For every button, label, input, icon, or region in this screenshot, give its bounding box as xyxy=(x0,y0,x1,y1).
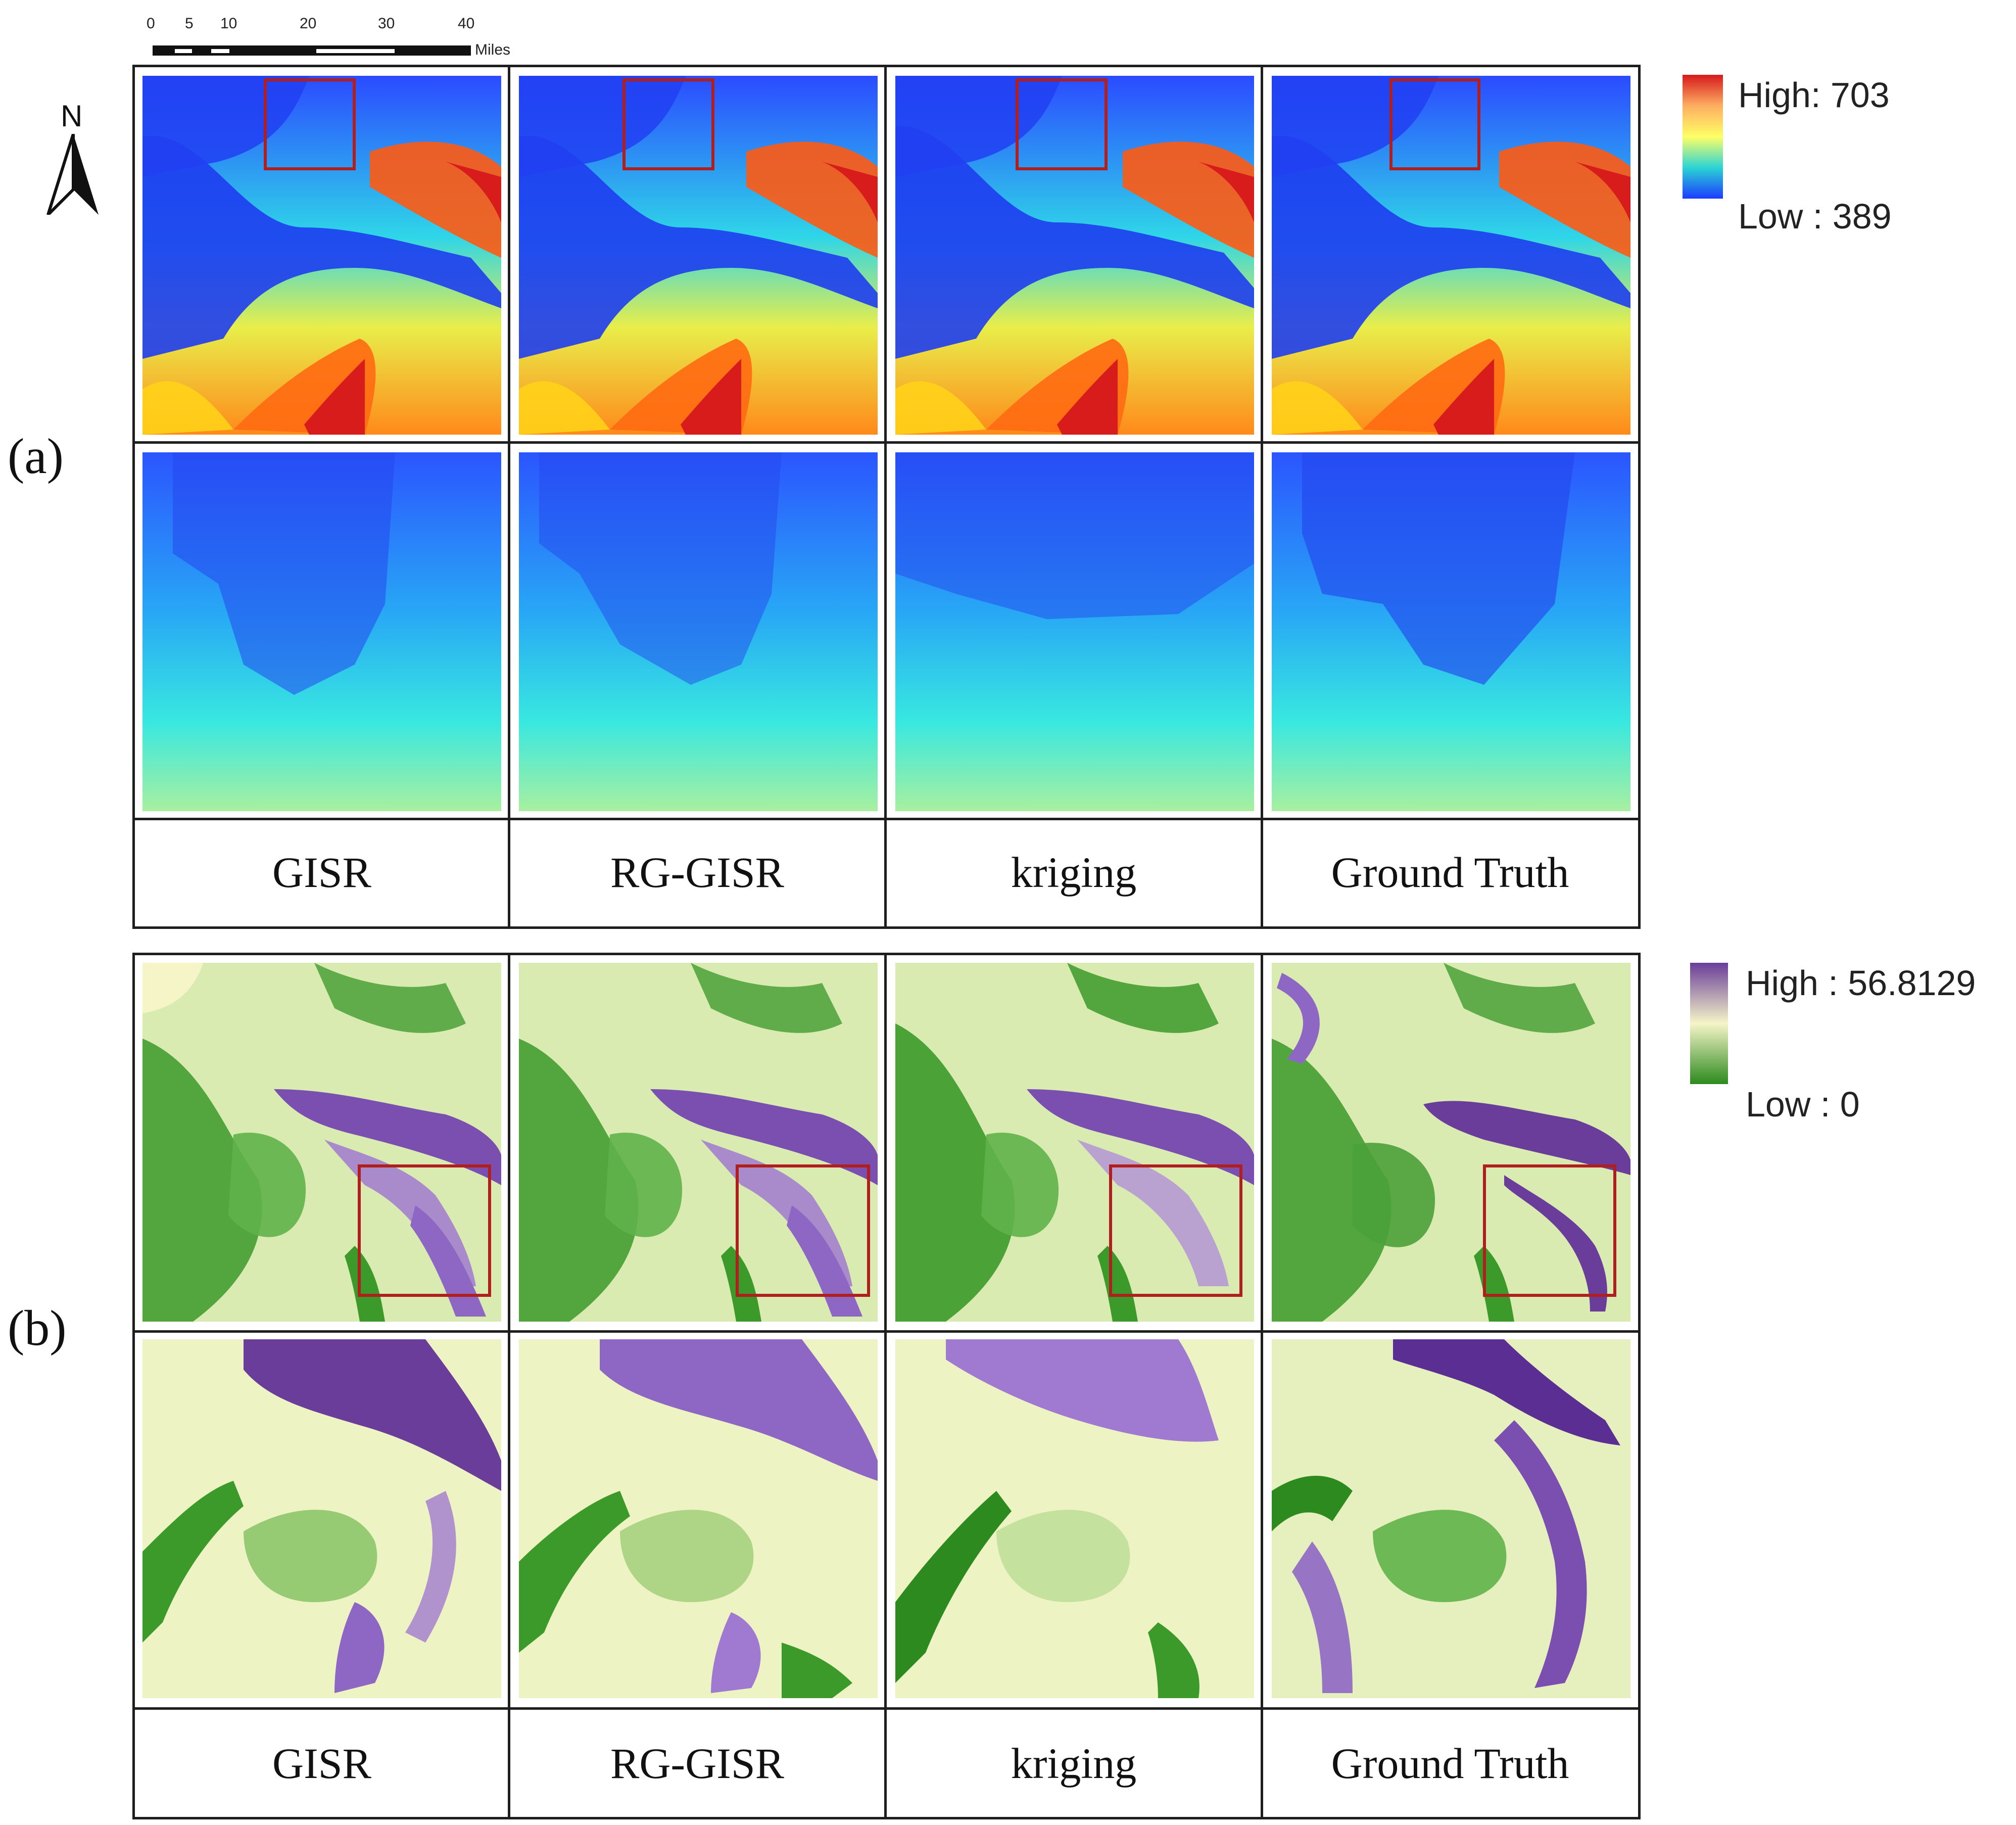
zoom-region-box xyxy=(1109,1164,1242,1297)
panel-b-legend: High : 56.8129 Low : 0 xyxy=(1690,963,2013,1125)
north-arrow-icon: N xyxy=(45,99,101,215)
panel-b-kriging-overview-map xyxy=(895,963,1254,1322)
scale-bar-graphic xyxy=(153,45,471,56)
panel-a-caption-ground-truth: Ground Truth xyxy=(1331,848,1569,897)
panel-a-legend: High: 703 Low : 389 xyxy=(1683,75,2006,237)
scale-tick-10: 10 xyxy=(220,15,237,32)
legend-low-label: Low : 389 xyxy=(1738,197,1892,236)
panel-a-rg-gisr-overview-map xyxy=(519,76,878,435)
panel-a-caption-gisr: GISR xyxy=(272,848,371,897)
legend-colorbar xyxy=(1683,75,1723,199)
zoom-region-box xyxy=(1389,78,1480,170)
legend-colorbar xyxy=(1690,963,1728,1084)
north-label: N xyxy=(61,99,83,133)
panel-b-gisr-zoom-map xyxy=(142,1339,501,1698)
panel-a-caption-rg-gisr: RG-GISR xyxy=(610,848,785,897)
panel-a-gisr-zoom-map xyxy=(142,452,501,811)
panel-label-a: (a) xyxy=(8,428,64,484)
panel-b-caption-kriging: kriging xyxy=(1011,1739,1137,1788)
panel-b-caption-rg-gisr: RG-GISR xyxy=(610,1739,785,1788)
panel-a-caption-kriging: kriging xyxy=(1011,848,1137,897)
panel-a-ground-truth-overview-map xyxy=(1272,76,1630,435)
zoom-region-box xyxy=(1483,1164,1616,1297)
legend-high-label: High : 56.8129 xyxy=(1746,963,1976,1003)
panel-b-rg-gisr-overview-map xyxy=(519,963,878,1322)
panel-b-caption-ground-truth: Ground Truth xyxy=(1331,1739,1569,1788)
panel-a-kriging-zoom-map xyxy=(895,452,1254,811)
panel-a-gisr-overview-map xyxy=(142,76,501,435)
panel-b-kriging-zoom-map xyxy=(895,1339,1254,1698)
zoom-region-box xyxy=(1016,78,1108,170)
scale-tick-40: 40 xyxy=(458,15,475,32)
legend-low-label: Low : 0 xyxy=(1746,1085,1860,1124)
zoom-region-box xyxy=(736,1164,870,1297)
panel-b-ground-truth-overview-map xyxy=(1272,963,1630,1322)
scale-tick-0: 0 xyxy=(147,15,155,32)
panel-b-rg-gisr-zoom-map xyxy=(519,1339,878,1698)
scale-tick-20: 20 xyxy=(300,15,317,32)
zoom-region-box xyxy=(622,78,714,170)
panel-a-rg-gisr-zoom-map xyxy=(519,452,878,811)
zoom-region-box xyxy=(264,78,356,170)
panel-a-ground-truth-zoom-map xyxy=(1272,452,1630,811)
panel-b-gisr-overview-map xyxy=(142,963,501,1322)
zoom-region-box xyxy=(358,1164,491,1297)
scale-tick-5: 5 xyxy=(185,15,194,32)
legend-high-label: High: 703 xyxy=(1738,75,1890,115)
panel-b-ground-truth-zoom-map xyxy=(1272,1339,1630,1698)
panel-b-caption-gisr: GISR xyxy=(272,1739,371,1788)
panel-a-kriging-overview-map xyxy=(895,76,1254,435)
scale-bar: 0 5 10 20 30 40 Miles xyxy=(147,15,541,66)
panel-label-b: (b) xyxy=(8,1300,67,1356)
scale-tick-30: 30 xyxy=(378,15,395,32)
scale-unit: Miles xyxy=(475,41,511,58)
